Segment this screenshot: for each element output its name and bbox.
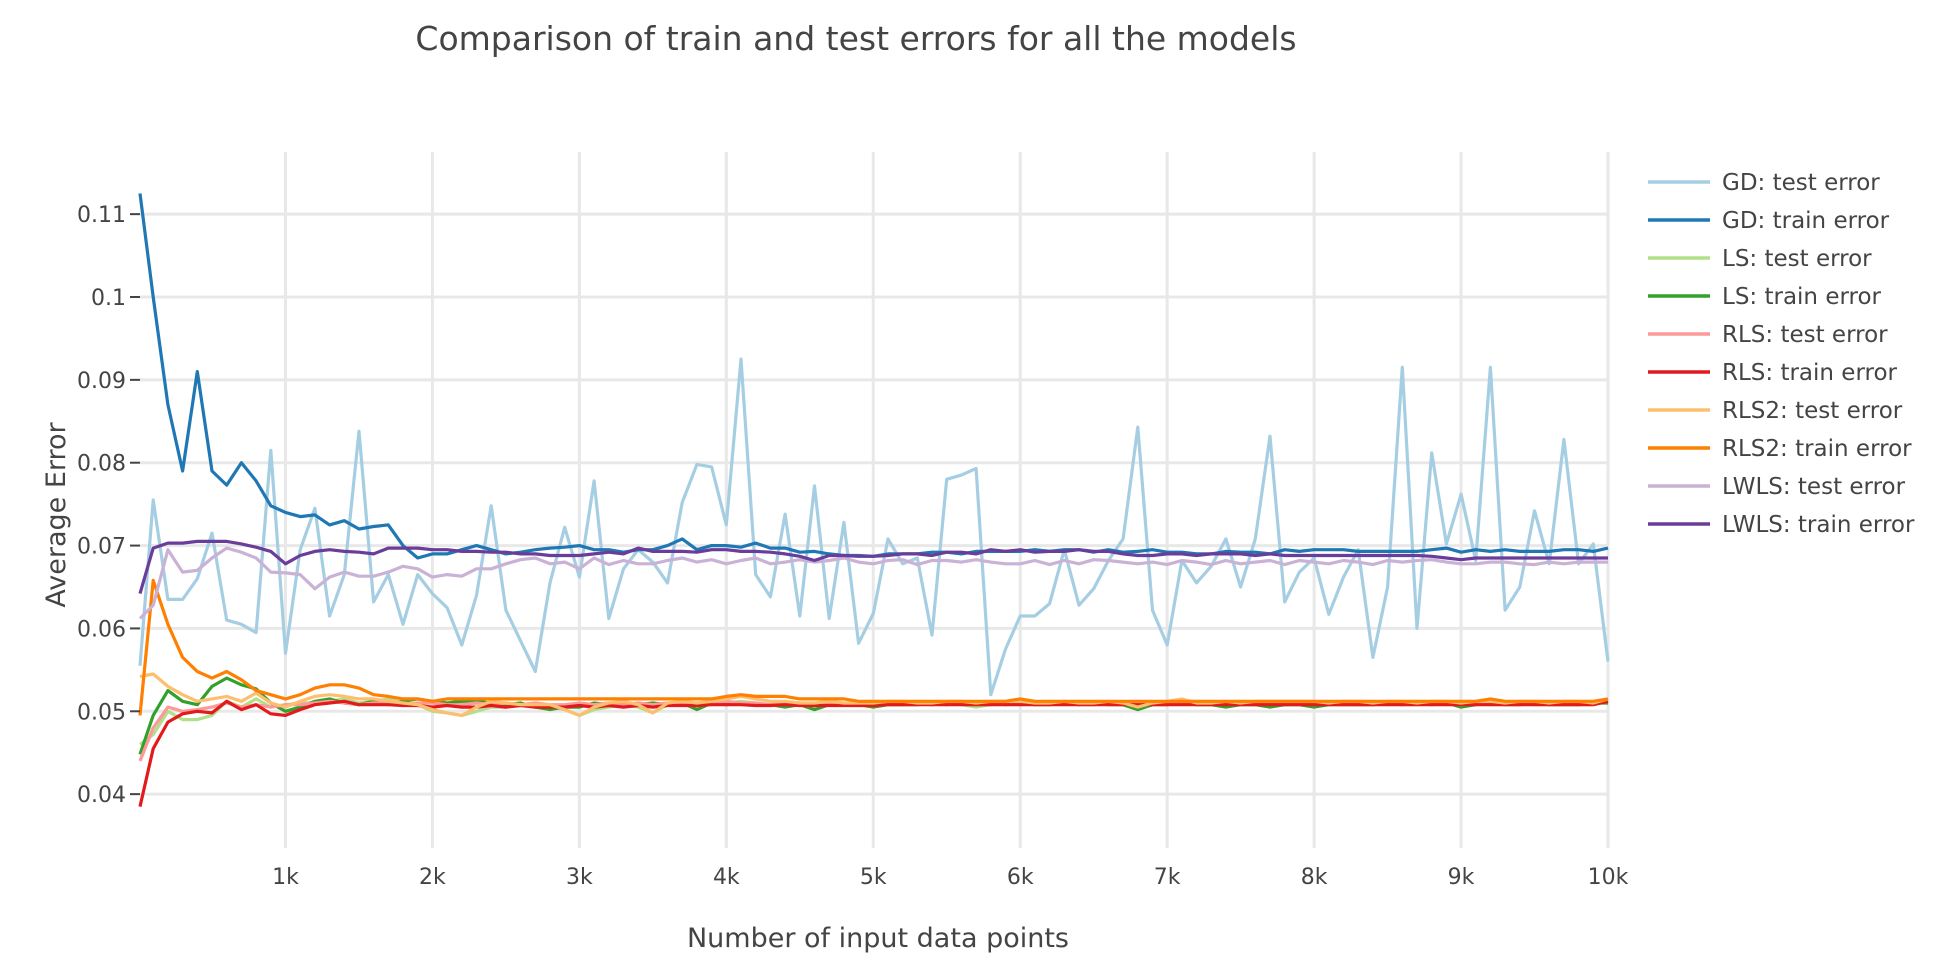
y-tick-label: 0.09	[77, 369, 126, 394]
legend-label: RLS2: test error	[1722, 398, 1903, 424]
y-tick-label: 0.08	[77, 452, 126, 477]
x-tick-label: 8k	[1301, 865, 1328, 890]
x-tick-label: 5k	[860, 865, 887, 890]
series-line-9	[138, 546, 1608, 620]
legend-label: GD: test error	[1722, 170, 1880, 196]
x-tick-label: 2k	[419, 865, 446, 890]
legend-label: RLS: train error	[1722, 360, 1898, 386]
gridlines	[140, 152, 1610, 848]
legend-label: LWLS: train error	[1722, 512, 1915, 538]
y-tick-label: 0.07	[77, 535, 126, 560]
axes: 1k 2k 3k 4k 5k 6k 7k 8k 9k 10k 0.04 0.05 0.06 0.07 0.0…	[77, 203, 1629, 890]
series-line-6	[138, 699, 1609, 807]
legend-label: RLS: test error	[1722, 322, 1888, 348]
y-tick-label: 0.06	[77, 617, 126, 642]
legend-label: LWLS: test error	[1722, 474, 1906, 500]
legend: GD: test error GD: train error LS: test er…	[1648, 170, 1915, 538]
legend-label: LS: train error	[1722, 284, 1882, 310]
x-tick-label: 3k	[566, 865, 593, 890]
legend-label: GD: train error	[1722, 208, 1890, 234]
series-line-8	[138, 578, 1609, 716]
x-tick-label: 10k	[1588, 865, 1629, 890]
x-tick-label: 9k	[1448, 865, 1475, 890]
x-tick-label: 6k	[1007, 865, 1034, 890]
legend-label: RLS2: train error	[1722, 436, 1912, 462]
x-axis-label: Number of input data points	[687, 923, 1069, 954]
x-tick-label: 1k	[272, 865, 299, 890]
x-tick-label: 4k	[713, 865, 740, 890]
series-line-1	[138, 357, 1610, 697]
legend-label: LS: test error	[1722, 246, 1872, 272]
y-axis-label: Average Error	[41, 421, 72, 607]
series-lines	[138, 193, 1610, 807]
series-line-10	[138, 539, 1608, 595]
x-tick-label: 7k	[1154, 865, 1181, 890]
y-tick-label: 0.1	[91, 286, 126, 311]
y-tick-label: 0.04	[77, 783, 126, 808]
chart-title: Comparison of train and test errors for …	[415, 19, 1296, 58]
y-tick-label: 0.05	[77, 700, 126, 725]
y-tick-label: 0.11	[77, 203, 126, 228]
